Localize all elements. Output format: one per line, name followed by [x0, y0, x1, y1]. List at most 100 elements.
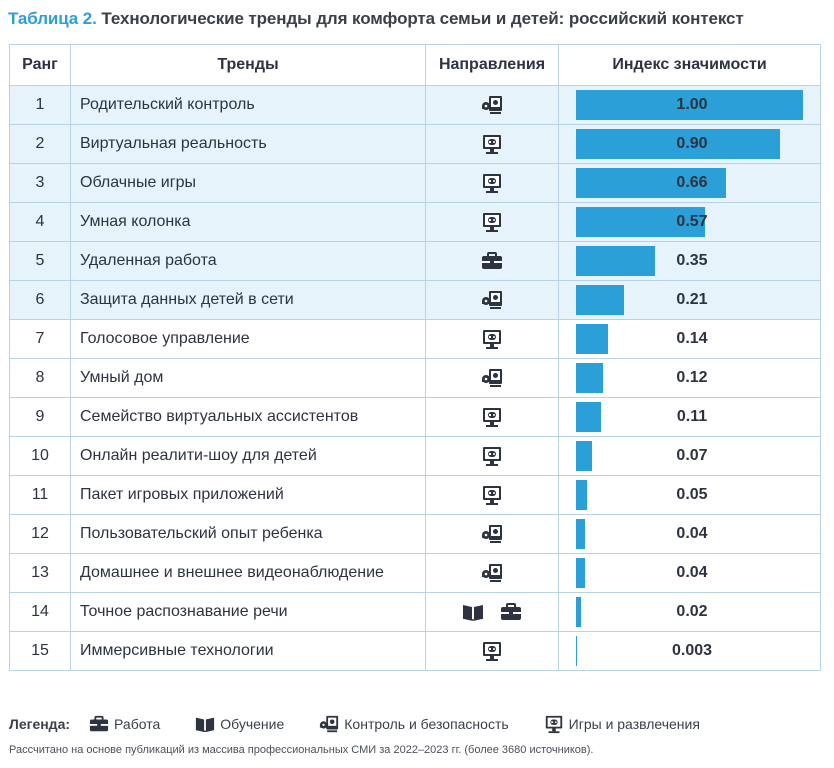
trend-cell: Пакет игровых приложений: [70, 475, 426, 515]
trend-cell: Умная колонка: [70, 202, 426, 242]
directions-cell: [425, 397, 559, 437]
index-bar: [576, 441, 592, 471]
control-security-icon: [480, 523, 504, 545]
table-row: 15 Иммерсивные технологии 0.003: [9, 631, 821, 671]
games-entertainment-icon: [480, 211, 504, 233]
table-row: 14 Точное распознавание речи 0.02: [9, 592, 821, 632]
header-index: Индекс значимости: [558, 44, 821, 86]
index-bar-track: 0.90: [576, 129, 803, 159]
index-bar-track: 0.12: [576, 363, 803, 393]
table-row: 2 Виртуальная реальность 0.90: [9, 124, 821, 164]
index-value: 0.12: [676, 369, 708, 386]
index-value: 0.04: [676, 564, 708, 581]
table-row: 12 Пользовательский опыт ребенка 0.04: [9, 514, 821, 554]
index-value: 0.35: [676, 252, 708, 269]
index-bar: [576, 402, 601, 432]
index-value: 0.003: [672, 642, 713, 659]
games-entertainment-icon: [480, 406, 504, 428]
table-row: 5 Удаленная работа 0.35: [9, 241, 821, 281]
index-bar: [576, 90, 803, 120]
trend-cell: Облачные игры: [70, 163, 426, 203]
legend-items: Работа Обучение Контроль и безопасность Игр…: [88, 714, 734, 734]
legend-item-label: Работа: [114, 716, 161, 732]
header-rank: Ранг: [9, 44, 71, 86]
table-row: 1 Родительский контроль 1.00: [9, 85, 821, 125]
table-body: 1 Родительский контроль 1.00 2 Виртуальная р…: [9, 85, 821, 671]
games-entertainment-icon: [543, 714, 565, 734]
trend-cell: Удаленная работа: [70, 241, 426, 281]
trend-cell: Семейство виртуальных ассистентов: [70, 397, 426, 437]
index-bar-track: 0.02: [576, 597, 803, 627]
directions-cell: [425, 553, 559, 593]
index-cell: 0.003: [558, 631, 821, 671]
work-icon: [88, 714, 110, 734]
index-bar: [576, 363, 603, 393]
index-value: 0.11: [676, 408, 708, 425]
legend-item: Работа: [88, 714, 160, 734]
index-value: 0.21: [676, 291, 708, 308]
trend-cell: Родительский контроль: [70, 85, 426, 125]
rank-cell: 11: [9, 475, 71, 515]
index-value: 0.14: [676, 330, 708, 347]
trend-cell: Домашнее и внешнее видеонаблюдение: [70, 553, 426, 593]
index-bar: [576, 636, 577, 666]
index-bar: [576, 480, 587, 510]
index-bar-track: 0.003: [576, 636, 803, 666]
index-bar: [576, 597, 581, 627]
directions-cell: [425, 592, 559, 632]
games-entertainment-icon: [480, 445, 504, 467]
table-title: Таблица 2. Технологические тренды для ко…: [8, 9, 830, 29]
index-cell: 0.57: [558, 202, 821, 242]
index-bar-track: 0.35: [576, 246, 803, 276]
rank-cell: 7: [9, 319, 71, 359]
games-entertainment-icon: [480, 172, 504, 194]
trend-cell: Пользовательский опыт ребенка: [70, 514, 426, 554]
games-entertainment-icon: [480, 640, 504, 662]
trend-cell: Защита данных детей в сети: [70, 280, 426, 320]
index-cell: 0.90: [558, 124, 821, 164]
index-bar-track: 0.11: [576, 402, 803, 432]
control-security-icon: [480, 289, 504, 311]
directions-cell: [425, 436, 559, 476]
directions-cell: [425, 85, 559, 125]
index-value: 0.57: [676, 213, 708, 230]
games-entertainment-icon: [480, 328, 504, 350]
index-cell: 0.11: [558, 397, 821, 437]
directions-cell: [425, 631, 559, 671]
rank-cell: 15: [9, 631, 71, 671]
legend: Легенда: Работа Обучение Контроль и безопа…: [9, 713, 829, 735]
games-entertainment-icon: [480, 484, 504, 506]
table-row: 4 Умная колонка 0.57: [9, 202, 821, 242]
index-bar: [576, 519, 585, 549]
rank-cell: 2: [9, 124, 71, 164]
table-row: 11 Пакет игровых приложений 0.05: [9, 475, 821, 515]
trend-cell: Умный дом: [70, 358, 426, 398]
directions-cell: [425, 475, 559, 515]
index-bar-track: 0.66: [576, 168, 803, 198]
index-bar: [576, 246, 655, 276]
legend-item: Контроль и безопасность: [318, 714, 509, 734]
index-bar-track: 0.07: [576, 441, 803, 471]
rank-cell: 6: [9, 280, 71, 320]
index-bar: [576, 558, 585, 588]
control-security-icon: [480, 562, 504, 584]
index-cell: 1.00: [558, 85, 821, 125]
legend-item: Обучение: [194, 714, 284, 734]
index-bar-track: 0.21: [576, 285, 803, 315]
index-value: 0.02: [676, 603, 708, 620]
rank-cell: 5: [9, 241, 71, 281]
directions-cell: [425, 358, 559, 398]
directions-cell: [425, 241, 559, 281]
rank-cell: 9: [9, 397, 71, 437]
table-number: Таблица 2.: [8, 9, 97, 28]
index-bar-track: 0.57: [576, 207, 803, 237]
index-value: 0.90: [676, 135, 708, 152]
rank-cell: 4: [9, 202, 71, 242]
rank-cell: 3: [9, 163, 71, 203]
table-row: 13 Домашнее и внешнее видеонаблюдение 0.04: [9, 553, 821, 593]
directions-cell: [425, 514, 559, 554]
index-cell: 0.12: [558, 358, 821, 398]
education-icon: [194, 714, 216, 734]
header-directions: Направления: [425, 44, 559, 86]
table-row: 8 Умный дом 0.12: [9, 358, 821, 398]
